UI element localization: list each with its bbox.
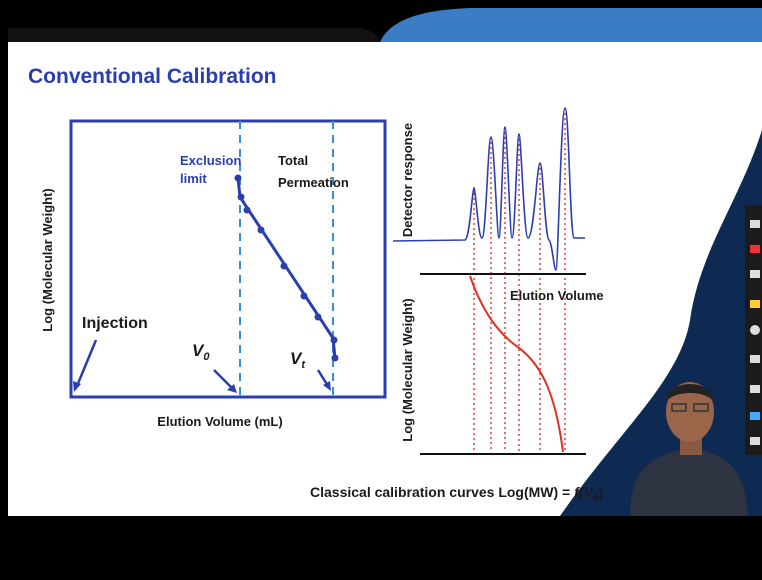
permeation-line-1: Total (278, 153, 308, 168)
slide-title: Conventional Calibration (28, 65, 277, 88)
detector-label: Detector response (400, 123, 415, 237)
slide-frame: Conventional Calibration Log (Molecular … (0, 0, 762, 580)
left-y-label: Log (Molecular Weight) (40, 188, 55, 331)
header-dark (8, 28, 380, 42)
header-band (380, 8, 762, 42)
v0-sub: 0 (203, 351, 210, 363)
page: Conventional Calibration Log (Molecular … (0, 0, 762, 580)
caption-func: f(V (574, 484, 594, 500)
exclusion-line-1: Exclusion (180, 153, 241, 168)
permeation-line-2: Permeation (278, 175, 349, 190)
injection-label: Injection (82, 315, 148, 332)
caption-text: Classical calibration curves Log(MW) = (310, 484, 574, 500)
left-x-label: Elution Volume (mL) (157, 414, 282, 429)
caption-close: ) (598, 484, 603, 500)
exclusion-line-2: limit (180, 171, 207, 186)
right-y-label: Log (Molecular Weight) (400, 298, 415, 441)
right-x-label: Elution Volume (510, 288, 604, 303)
